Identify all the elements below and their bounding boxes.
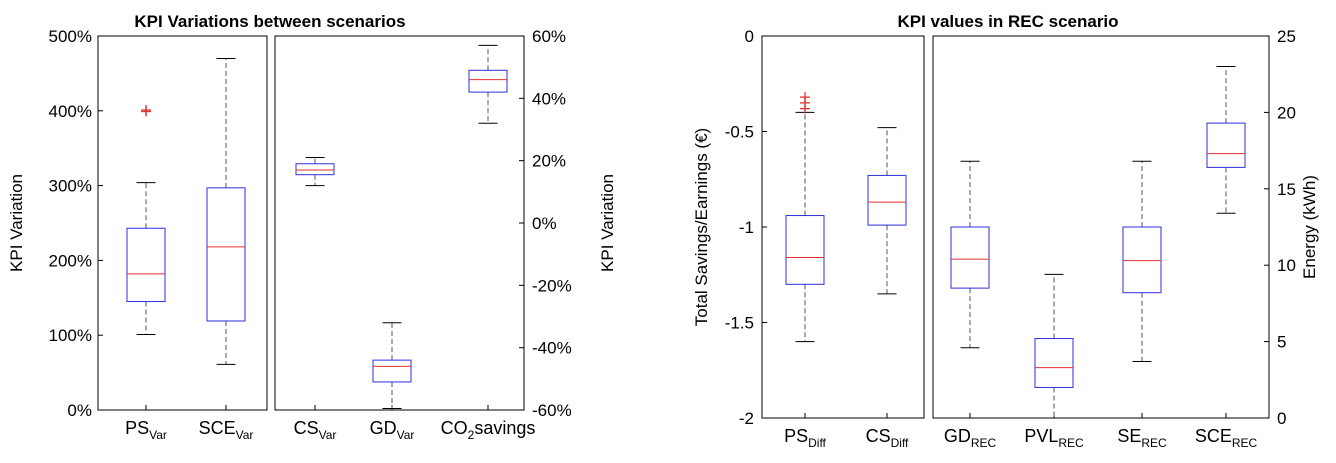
x-tick-label: GDVar bbox=[370, 418, 415, 442]
x-tick-label-base: PVL bbox=[1024, 426, 1058, 446]
x-tick-label-subscript: Var bbox=[319, 428, 337, 442]
y-tick-label: -1 bbox=[739, 218, 754, 237]
y-tick-label: 20 bbox=[1277, 103, 1296, 122]
x-tick-label-subscript: REC bbox=[1232, 436, 1258, 450]
x-tick-label-base: GD bbox=[944, 426, 971, 446]
y-tick-label: 5 bbox=[1277, 333, 1286, 352]
box bbox=[1034, 338, 1074, 388]
x-tick-label: CSDiff bbox=[866, 426, 909, 450]
x-tick-label-subscript: REC bbox=[1058, 436, 1084, 450]
y-tick-label: 500% bbox=[49, 27, 92, 46]
y-tick-label: -20% bbox=[532, 276, 572, 295]
x-tick-label-subscript: Var bbox=[236, 428, 254, 442]
y-tick-label: 100% bbox=[49, 326, 92, 345]
y-tick-label: 0 bbox=[1277, 409, 1286, 428]
y-tick-label: 300% bbox=[49, 177, 92, 196]
x-tick-label: CSVar bbox=[294, 418, 337, 442]
x-tick-label-subscript: REC bbox=[1141, 436, 1167, 450]
x-tick-label-base: SE bbox=[1117, 426, 1141, 446]
box bbox=[468, 69, 508, 93]
y-tick-label: 60% bbox=[532, 27, 566, 46]
outlier-marker bbox=[141, 105, 151, 116]
x-tick-label-subscript: 2 bbox=[468, 428, 475, 442]
y-tick-label: 0 bbox=[745, 27, 754, 46]
x-tick-label-base: SCE bbox=[199, 418, 236, 438]
x-tick-label-base: PS bbox=[125, 418, 149, 438]
y-tick-label: 10 bbox=[1277, 256, 1296, 275]
x-tick-label-subscript: Var bbox=[149, 428, 167, 442]
x-tick-label-base: PS bbox=[784, 426, 808, 446]
x-tick-label-base: CO bbox=[441, 418, 468, 438]
y-tick-label: -60% bbox=[532, 401, 572, 420]
box bbox=[1206, 122, 1246, 168]
box bbox=[867, 174, 907, 226]
y-tick-label: 20% bbox=[532, 152, 566, 171]
y-tick-label: -2 bbox=[739, 409, 754, 428]
x-tick-label: PVLREC bbox=[1024, 426, 1084, 450]
y-tick-label: -40% bbox=[532, 339, 572, 358]
axes-frame bbox=[932, 35, 1270, 419]
outlier-marker bbox=[800, 103, 810, 114]
y-tick-label: 400% bbox=[49, 102, 92, 121]
y-tick-label: 0% bbox=[532, 214, 557, 233]
chart-title: KPI Variations between scenarios bbox=[134, 12, 405, 31]
x-tick-label: SCEVar bbox=[199, 418, 254, 442]
y-axis-label: KPI Variation bbox=[598, 174, 617, 272]
x-tick-label: SCEREC bbox=[1195, 426, 1258, 450]
y-axis-label: Total Savings/Earnings (€) bbox=[692, 128, 711, 326]
x-tick-label: CO2savings bbox=[441, 418, 536, 442]
x-tick-label-subscript: REC bbox=[971, 436, 997, 450]
box bbox=[1122, 226, 1162, 294]
y-axis-label: KPI Variation bbox=[7, 174, 26, 272]
x-tick-label-base: CS bbox=[866, 426, 891, 446]
box bbox=[785, 215, 825, 285]
y-tick-label: -0.5 bbox=[725, 123, 754, 142]
box bbox=[206, 187, 246, 322]
y-tick-label: 15 bbox=[1277, 180, 1296, 199]
x-tick-label-subscript: Diff bbox=[808, 436, 826, 450]
x-tick-label: SEREC bbox=[1117, 426, 1167, 450]
y-tick-label: 0% bbox=[67, 401, 92, 420]
box bbox=[372, 359, 412, 383]
x-tick-label: PSDiff bbox=[784, 426, 826, 450]
box bbox=[126, 227, 166, 303]
x-tick-label-subscript: Var bbox=[397, 428, 415, 442]
box bbox=[295, 163, 335, 176]
y-tick-label: 40% bbox=[532, 89, 566, 108]
x-tick-label-base: GD bbox=[370, 418, 397, 438]
y-tick-label: -1.5 bbox=[725, 314, 754, 333]
x-tick-label-suffix: savings bbox=[474, 418, 535, 438]
axes-frame bbox=[97, 35, 268, 411]
x-tick-label-subscript: Diff bbox=[891, 436, 909, 450]
x-tick-label: GDREC bbox=[944, 426, 997, 450]
chart-title: KPI values in REC scenario bbox=[897, 12, 1118, 31]
x-tick-label-base: CS bbox=[294, 418, 319, 438]
y-tick-label: 25 bbox=[1277, 27, 1296, 46]
x-tick-label-base: SCE bbox=[1195, 426, 1232, 446]
x-tick-label: PSVar bbox=[125, 418, 167, 442]
y-axis-label: Energy (kWh) bbox=[1300, 175, 1319, 279]
y-tick-label: 200% bbox=[49, 251, 92, 270]
box bbox=[950, 226, 990, 289]
